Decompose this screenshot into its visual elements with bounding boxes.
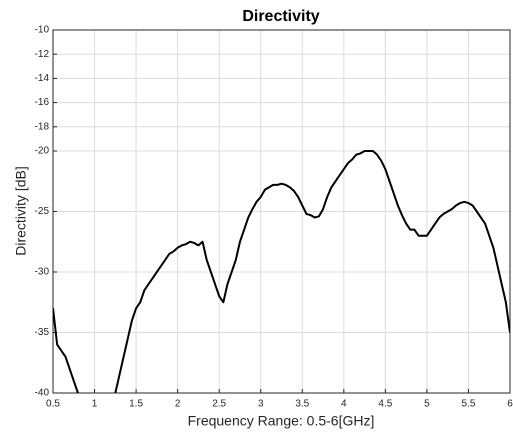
x-tick-label: 3.5 <box>295 399 309 410</box>
y-tick-label: -40 <box>35 388 50 399</box>
x-axis-label: Frequency Range: 0.5-6[GHz] <box>188 413 375 429</box>
x-tick-label: 6 <box>507 399 513 410</box>
y-tick-label: -25 <box>35 206 50 217</box>
x-tick-label: 1 <box>92 399 98 410</box>
x-tick-label: 5 <box>424 399 430 410</box>
x-tick-label: 2.5 <box>212 399 226 410</box>
x-tick-label: 4 <box>341 399 347 410</box>
y-tick-label: -12 <box>35 49 50 60</box>
x-tick-label: 1.5 <box>129 399 143 410</box>
data-line <box>53 150 510 393</box>
y-tick-label: -30 <box>35 267 50 278</box>
y-tick-label: -16 <box>35 97 50 108</box>
x-tick-label: 2 <box>175 399 181 410</box>
y-tick-label: -10 <box>35 25 50 36</box>
x-tick-label: 0.5 <box>46 399 60 410</box>
plot-frame <box>52 29 511 394</box>
y-axis-label: Directivity [dB] <box>13 166 29 255</box>
x-tick-label: 3 <box>258 399 264 410</box>
y-tick-label: -20 <box>35 146 50 157</box>
y-tick-label: -35 <box>35 327 50 338</box>
x-tick-label: 5.5 <box>462 399 476 410</box>
chart-title: Directivity <box>242 8 319 25</box>
x-tick-label: 4.5 <box>378 399 392 410</box>
y-tick-label: -18 <box>35 121 50 132</box>
y-tick-label: -14 <box>35 73 50 84</box>
